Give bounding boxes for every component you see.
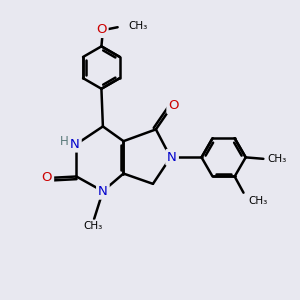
Text: O: O [168, 99, 179, 112]
Text: H: H [60, 135, 68, 148]
Text: N: N [98, 185, 108, 198]
Text: O: O [96, 23, 107, 36]
Text: N: N [70, 138, 80, 151]
Text: CH₃: CH₃ [248, 196, 267, 206]
Text: CH₃: CH₃ [128, 21, 147, 31]
Text: CH₃: CH₃ [83, 221, 102, 231]
Text: CH₃: CH₃ [268, 154, 287, 164]
Text: N: N [167, 151, 177, 164]
Text: O: O [42, 172, 52, 184]
